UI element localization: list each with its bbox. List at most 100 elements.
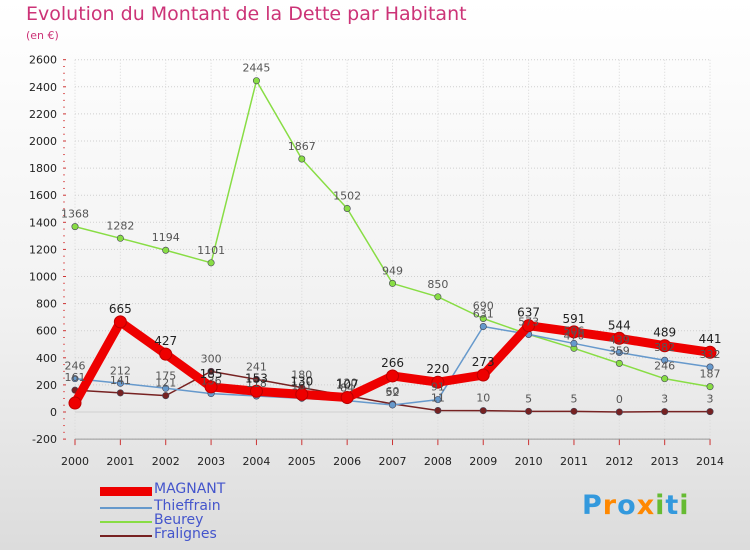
data-point-fralignes	[252, 375, 260, 383]
data-label-magnant: 185	[200, 367, 223, 381]
data-label-fralignes: 0	[616, 393, 623, 406]
data-label-fralignes: 3	[707, 393, 714, 406]
x-tick-label: 2010	[515, 455, 543, 468]
data-label-fralignes: 161	[65, 371, 86, 384]
data-point-magnant	[68, 396, 82, 410]
data-label-beurey: 1502	[333, 189, 361, 202]
y-tick-label: 1800	[29, 162, 57, 175]
data-point-magnant	[612, 331, 626, 345]
y-tick-label: 200	[36, 379, 57, 392]
x-tick-label: 2014	[696, 455, 724, 468]
data-label-thieffrain: 84	[340, 382, 354, 395]
data-point-beurey	[434, 293, 442, 301]
data-label-thieffrain: 101	[291, 379, 312, 392]
y-tick-label: -200	[32, 433, 57, 446]
data-point-fralignes	[525, 407, 533, 415]
x-tick-label: 2009	[469, 455, 497, 468]
data-point-thieffrain	[615, 349, 623, 357]
y-axis: -200 0 200 400 600 800 1000 1200 1400 1600 1800 200…	[29, 54, 66, 446]
data-label-fralignes: 5	[525, 392, 532, 405]
data-label-beurey: 246	[654, 360, 675, 373]
x-tick-label: 2006	[333, 455, 361, 468]
y-tick-label: 2400	[29, 81, 57, 94]
data-label-fralignes: 60	[386, 385, 400, 398]
data-label-beurey: 1368	[61, 208, 89, 221]
data-label-fralignes: 300	[201, 352, 222, 365]
legend-swatch-magnant	[100, 487, 152, 496]
data-label-beurey: 1867	[288, 140, 316, 153]
data-point-magnant	[159, 347, 173, 361]
data-label-fralignes: 11	[431, 392, 445, 405]
chart-unit-label: (en €)	[26, 29, 59, 42]
data-label-magnant: 273	[472, 355, 495, 369]
x-tick-label: 2000	[61, 455, 89, 468]
data-label-beurey: 949	[382, 264, 403, 277]
x-axis: 2000 2001 2002 2003 2004 2005 2006 2007 2008 2009…	[61, 438, 724, 468]
y-tick-label: 800	[36, 298, 57, 311]
legend-label: Beurey	[154, 512, 204, 528]
data-point-magnant	[567, 325, 581, 339]
data-label-magnant: 427	[154, 334, 177, 348]
data-point-magnant	[658, 339, 672, 353]
data-point-magnant	[703, 345, 717, 359]
data-label-fralignes: 241	[246, 360, 267, 373]
data-labels: 161 141 121 300 241 180 120 60 11 10 5 5 0 3 3 1368 1282…	[61, 62, 721, 406]
data-point-beurey	[661, 375, 669, 383]
series-group	[68, 77, 717, 416]
data-label-fralignes: 10	[476, 392, 490, 405]
data-label-magnant: 637	[517, 306, 540, 320]
data-point-fralignes	[434, 407, 442, 415]
y-tick-label: 1200	[29, 243, 57, 256]
data-point-fralignes	[162, 392, 170, 400]
data-point-magnant	[204, 380, 218, 394]
y-tick-label: 0	[50, 406, 57, 419]
data-label-magnant: 153	[245, 371, 268, 385]
data-point-thieffrain	[71, 375, 79, 383]
data-point-fralignes	[479, 407, 487, 415]
data-label-magnant: 665	[109, 302, 132, 316]
data-point-fralignes	[706, 408, 714, 416]
data-point-thieffrain	[479, 322, 487, 330]
data-label-thieffrain: 506	[563, 324, 584, 337]
proxiti-logo: Proxiti	[582, 490, 690, 521]
data-label-beurey: 359	[609, 344, 630, 357]
data-point-magnant	[249, 384, 263, 398]
y-tick-label: 2200	[29, 108, 57, 121]
data-label-magnant: 489	[653, 326, 676, 340]
data-label-thieffrain: 332	[700, 348, 721, 361]
legend-swatch-beurey	[100, 521, 152, 523]
data-point-magnant	[431, 375, 445, 389]
data-label-beurey: 1101	[197, 244, 225, 257]
data-point-fralignes	[207, 367, 215, 375]
data-label-thieffrain: 52	[386, 386, 400, 399]
data-label-beurey: 2445	[242, 62, 270, 75]
data-point-magnant	[476, 368, 490, 382]
y-tick-label: 1600	[29, 189, 57, 202]
data-label-fralignes: 180	[291, 369, 312, 382]
data-label-fralignes: 120	[337, 377, 358, 390]
data-label-thieffrain: 118	[246, 377, 267, 390]
legend-swatch-fralignes	[100, 535, 152, 537]
x-tick-label: 2011	[560, 455, 588, 468]
data-point-beurey	[479, 315, 487, 323]
data-point-fralignes	[116, 389, 124, 397]
data-label-magnant: 130	[290, 374, 313, 388]
data-point-beurey	[706, 383, 714, 391]
data-label-magnant: 591	[563, 312, 586, 326]
data-label-magnant: 220	[426, 362, 449, 376]
data-point-magnant	[522, 319, 536, 333]
data-point-beurey	[615, 359, 623, 367]
legend-label: MAGNANT	[154, 481, 226, 497]
data-point-beurey	[71, 223, 79, 231]
data-label-fralignes: 5	[570, 392, 577, 405]
x-tick-label: 2003	[197, 455, 225, 468]
data-point-thieffrain	[389, 401, 397, 409]
data-label-fralignes: 141	[110, 374, 131, 387]
data-label-thieffrain: 631	[473, 307, 494, 320]
data-point-beurey	[162, 246, 170, 254]
data-label-thieffrain: 439	[609, 334, 630, 347]
data-point-fralignes	[570, 407, 578, 415]
data-point-thieffrain	[116, 379, 124, 387]
data-label-beurey: 470	[563, 329, 584, 342]
